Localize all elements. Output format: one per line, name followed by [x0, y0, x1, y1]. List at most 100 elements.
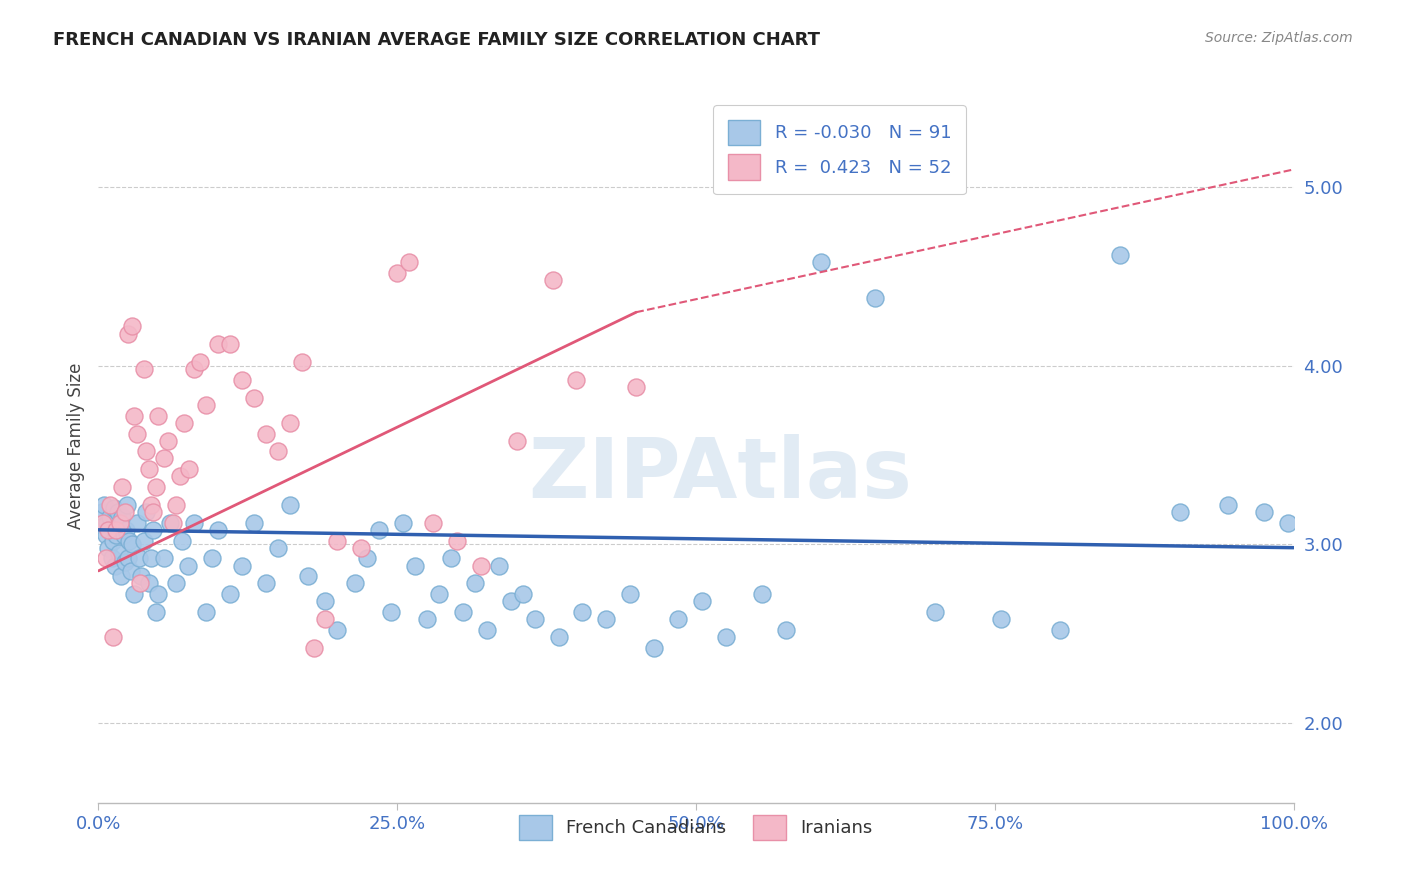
Point	[129, 576, 152, 591]
Point	[165, 576, 187, 591]
Point	[169, 469, 191, 483]
Point	[120, 564, 142, 578]
Point	[219, 337, 242, 351]
Point	[404, 558, 426, 573]
Point	[488, 558, 510, 573]
Point	[254, 426, 277, 441]
Point	[138, 462, 160, 476]
Point	[145, 480, 167, 494]
Point	[541, 273, 564, 287]
Point	[172, 533, 194, 548]
Point	[315, 612, 337, 626]
Point	[94, 551, 117, 566]
Point	[91, 505, 114, 519]
Text: FRENCH CANADIAN VS IRANIAN AVERAGE FAMILY SIZE CORRELATION CHART: FRENCH CANADIAN VS IRANIAN AVERAGE FAMIL…	[53, 31, 821, 49]
Point	[132, 362, 155, 376]
Point	[111, 510, 134, 524]
Point	[93, 498, 115, 512]
Point	[131, 569, 153, 583]
Point	[96, 516, 118, 530]
Point	[512, 587, 534, 601]
Point	[1277, 516, 1299, 530]
Point	[219, 587, 242, 601]
Point	[427, 587, 450, 601]
Point	[207, 523, 229, 537]
Text: ZIPAtlas: ZIPAtlas	[527, 434, 912, 515]
Point	[278, 498, 301, 512]
Point	[101, 533, 124, 548]
Point	[108, 516, 131, 530]
Point	[112, 528, 135, 542]
Point	[165, 498, 187, 512]
Point	[464, 576, 486, 591]
Point	[117, 551, 139, 566]
Point	[451, 605, 474, 619]
Point	[107, 505, 129, 519]
Point	[195, 605, 218, 619]
Point	[523, 612, 546, 626]
Point	[104, 558, 127, 573]
Point	[267, 541, 290, 555]
Point	[121, 537, 143, 551]
Point	[153, 451, 176, 466]
Point	[547, 630, 569, 644]
Point	[231, 558, 253, 573]
Point	[138, 576, 160, 591]
Point	[148, 409, 170, 423]
Point	[385, 266, 409, 280]
Point	[135, 505, 157, 519]
Point	[100, 551, 122, 566]
Point	[162, 516, 184, 530]
Point	[114, 555, 136, 569]
Point	[315, 594, 337, 608]
Point	[1253, 505, 1275, 519]
Point	[156, 434, 179, 448]
Point	[145, 605, 167, 619]
Point	[571, 605, 593, 619]
Point	[108, 519, 131, 533]
Point	[810, 255, 832, 269]
Point	[195, 398, 218, 412]
Point	[124, 409, 146, 423]
Point	[115, 498, 138, 512]
Point	[110, 569, 132, 583]
Point	[103, 501, 125, 516]
Point	[344, 576, 367, 591]
Point	[1168, 505, 1191, 519]
Point	[115, 523, 138, 537]
Point	[117, 326, 139, 341]
Text: Source: ZipAtlas.com: Source: ZipAtlas.com	[1205, 31, 1353, 45]
Point	[179, 462, 201, 476]
Point	[475, 623, 498, 637]
Point	[142, 523, 165, 537]
Point	[499, 594, 522, 608]
Point	[470, 558, 492, 573]
Point	[368, 523, 391, 537]
Point	[1216, 498, 1239, 512]
Point	[114, 505, 136, 519]
Point	[111, 480, 134, 494]
Point	[990, 612, 1012, 626]
Point	[690, 594, 713, 608]
Point	[416, 612, 439, 626]
Point	[97, 523, 120, 537]
Point	[91, 516, 114, 530]
Point	[350, 541, 373, 555]
Point	[356, 551, 378, 566]
Point	[714, 630, 737, 644]
Point	[751, 587, 773, 601]
Point	[105, 523, 128, 537]
Point	[148, 587, 170, 601]
Point	[278, 416, 301, 430]
Point	[201, 551, 224, 566]
Point	[619, 587, 641, 601]
Point	[97, 541, 120, 555]
Point	[98, 498, 122, 512]
Point	[128, 551, 150, 566]
Point	[243, 516, 266, 530]
Point	[392, 516, 415, 530]
Point	[398, 255, 420, 269]
Point	[643, 640, 665, 655]
Point	[177, 558, 200, 573]
Point	[207, 337, 229, 351]
